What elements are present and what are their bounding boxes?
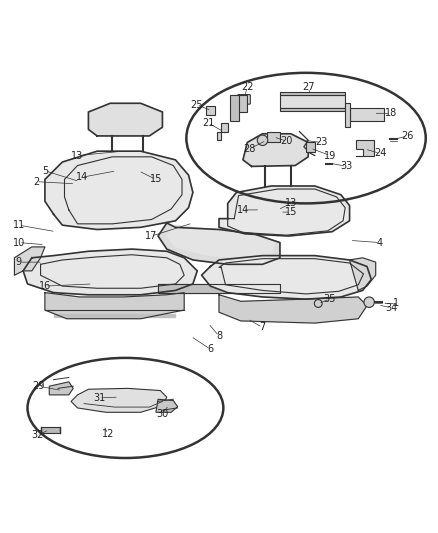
Polygon shape xyxy=(280,94,345,108)
Text: 2: 2 xyxy=(33,176,39,187)
Polygon shape xyxy=(230,94,239,120)
Text: 35: 35 xyxy=(324,294,336,304)
Polygon shape xyxy=(158,284,280,293)
Text: 6: 6 xyxy=(207,344,213,354)
Text: 25: 25 xyxy=(190,100,203,110)
Polygon shape xyxy=(219,295,367,323)
Text: 29: 29 xyxy=(32,381,45,391)
Text: 13: 13 xyxy=(285,198,297,208)
Text: 14: 14 xyxy=(76,172,88,182)
Polygon shape xyxy=(267,133,280,142)
Polygon shape xyxy=(201,256,371,299)
Polygon shape xyxy=(53,314,176,317)
Polygon shape xyxy=(41,426,60,433)
Text: 11: 11 xyxy=(13,220,25,230)
Text: 1: 1 xyxy=(393,298,399,309)
Polygon shape xyxy=(234,94,247,112)
Text: 5: 5 xyxy=(42,166,48,176)
Text: 24: 24 xyxy=(374,148,386,158)
Text: 17: 17 xyxy=(145,231,158,241)
Polygon shape xyxy=(14,247,45,275)
Text: 30: 30 xyxy=(156,409,169,418)
Text: 16: 16 xyxy=(39,281,51,291)
Text: 8: 8 xyxy=(216,331,222,341)
Polygon shape xyxy=(345,103,350,127)
Polygon shape xyxy=(206,107,215,115)
Text: 31: 31 xyxy=(93,393,106,403)
Text: 22: 22 xyxy=(241,82,254,92)
Text: 19: 19 xyxy=(324,150,336,160)
Text: 33: 33 xyxy=(340,161,353,172)
Polygon shape xyxy=(356,140,374,156)
Polygon shape xyxy=(280,92,345,94)
Text: 21: 21 xyxy=(202,118,214,128)
Text: 18: 18 xyxy=(385,108,397,118)
FancyBboxPatch shape xyxy=(238,94,251,104)
Polygon shape xyxy=(158,223,280,264)
Text: 14: 14 xyxy=(237,205,249,215)
Polygon shape xyxy=(219,186,350,236)
Polygon shape xyxy=(156,399,178,413)
Polygon shape xyxy=(23,249,197,295)
Text: 4: 4 xyxy=(377,238,383,247)
Text: 32: 32 xyxy=(31,430,43,440)
Polygon shape xyxy=(88,103,162,136)
Polygon shape xyxy=(350,258,376,290)
Polygon shape xyxy=(167,225,276,258)
Polygon shape xyxy=(49,382,73,395)
Polygon shape xyxy=(45,293,184,319)
Text: 9: 9 xyxy=(16,257,22,267)
Polygon shape xyxy=(217,123,228,140)
Circle shape xyxy=(364,297,374,308)
Polygon shape xyxy=(71,389,167,413)
Text: 34: 34 xyxy=(385,303,398,313)
Text: 23: 23 xyxy=(315,138,328,148)
Text: 7: 7 xyxy=(259,322,266,333)
Text: 15: 15 xyxy=(150,174,162,184)
Circle shape xyxy=(257,135,268,146)
Text: 20: 20 xyxy=(280,136,293,146)
Text: 28: 28 xyxy=(243,144,256,154)
Text: 26: 26 xyxy=(401,131,413,141)
Text: 12: 12 xyxy=(102,429,114,439)
Polygon shape xyxy=(243,134,308,166)
Polygon shape xyxy=(306,142,315,152)
Polygon shape xyxy=(45,151,193,230)
Text: 10: 10 xyxy=(13,238,25,247)
Polygon shape xyxy=(350,108,385,120)
Text: 27: 27 xyxy=(302,82,314,92)
Text: 13: 13 xyxy=(71,150,84,160)
Text: 15: 15 xyxy=(285,207,297,217)
Polygon shape xyxy=(280,108,345,111)
Circle shape xyxy=(314,300,322,308)
